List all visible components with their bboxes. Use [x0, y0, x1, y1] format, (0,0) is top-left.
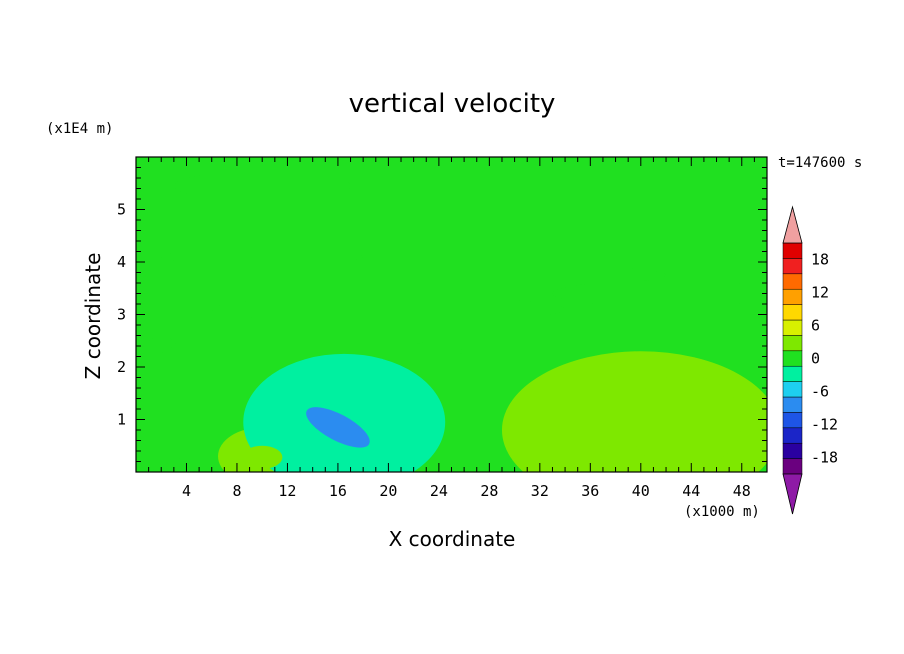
field-feature — [211, 217, 717, 228]
field-feature — [306, 407, 370, 448]
field-feature — [161, 248, 364, 265]
colorbar-swatch — [782, 412, 803, 429]
colorbar-swatch — [782, 427, 803, 444]
colorbar-tick-label: 6 — [811, 317, 820, 335]
field-feature — [173, 171, 351, 201]
colorbar-swatch — [782, 381, 803, 398]
y-unit-label: (x1E4 m) — [46, 121, 113, 137]
field-feature — [211, 296, 566, 323]
colorbar-swatch — [782, 304, 803, 321]
field-feature — [136, 335, 192, 472]
x-tick-label: 4 — [182, 482, 191, 500]
colorbar-tick-label: -12 — [811, 416, 838, 434]
y-axis-label: Z coordinate — [81, 253, 105, 380]
x-tick-label: 8 — [232, 482, 241, 500]
y-tick-label: 1 — [117, 411, 126, 429]
field-feature — [413, 334, 767, 358]
x-tick-label: 32 — [531, 482, 549, 500]
x-tick-label: 28 — [480, 482, 498, 500]
x-tick-label: 20 — [379, 482, 397, 500]
colorbar-tick-label: 0 — [811, 350, 820, 368]
x-unit-label: (x1000 m) — [684, 504, 760, 520]
x-tick-label: 44 — [682, 482, 700, 500]
colorbar-low-extend — [782, 473, 803, 515]
colorbar-swatch — [782, 350, 803, 367]
contour-field — [136, 157, 767, 472]
colorbar-swatch — [782, 335, 803, 352]
colorbar-swatch — [782, 458, 803, 475]
colorbar-tick-label: -18 — [811, 449, 838, 467]
y-tick-label: 3 — [117, 306, 126, 324]
colorbar-swatch — [782, 396, 803, 413]
y-ticks: 1 2 3 4 5 — [117, 167, 767, 462]
colorbar-tick-label: 12 — [811, 284, 829, 302]
x-tick-label: 16 — [329, 482, 347, 500]
colorbar-swatch — [782, 365, 803, 382]
field-feature — [161, 340, 465, 362]
colorbar: 18 12 6 0 -6 -12 -18 — [782, 205, 838, 515]
field-feature — [243, 353, 446, 472]
colorbar-swatch — [782, 288, 803, 305]
colorbar-swatch — [782, 319, 803, 336]
chart-title: vertical velocity — [349, 89, 556, 119]
colorbar-high-extend — [782, 205, 803, 244]
x-axis-label: X coordinate — [389, 527, 516, 551]
field-feature — [552, 280, 767, 307]
x-tick-label: 48 — [733, 482, 751, 500]
colorbar-tick-label: -6 — [811, 383, 829, 401]
x-tick-label: 36 — [581, 482, 599, 500]
colorbar-swatch — [782, 258, 803, 275]
colorbar-swatch — [782, 442, 803, 459]
y-tick-label: 5 — [117, 201, 126, 219]
colorbar-swatch — [782, 273, 803, 290]
y-tick-label: 4 — [117, 253, 126, 271]
x-tick-label: 12 — [278, 482, 296, 500]
field-feature — [628, 374, 742, 470]
x-tick-label: 40 — [632, 482, 650, 500]
colorbar-tick-label: 18 — [811, 251, 829, 269]
colorbar-swatch — [782, 242, 803, 259]
field-feature — [363, 264, 667, 286]
time-label: t=147600 s — [778, 155, 862, 171]
x-tick-label: 24 — [430, 482, 448, 500]
field-feature — [242, 445, 283, 469]
y-tick-label: 2 — [117, 358, 126, 376]
x-ticks: 4 8 12 16 20 24 28 32 36 40 44 48 — [148, 157, 755, 500]
field-feature — [524, 416, 606, 472]
